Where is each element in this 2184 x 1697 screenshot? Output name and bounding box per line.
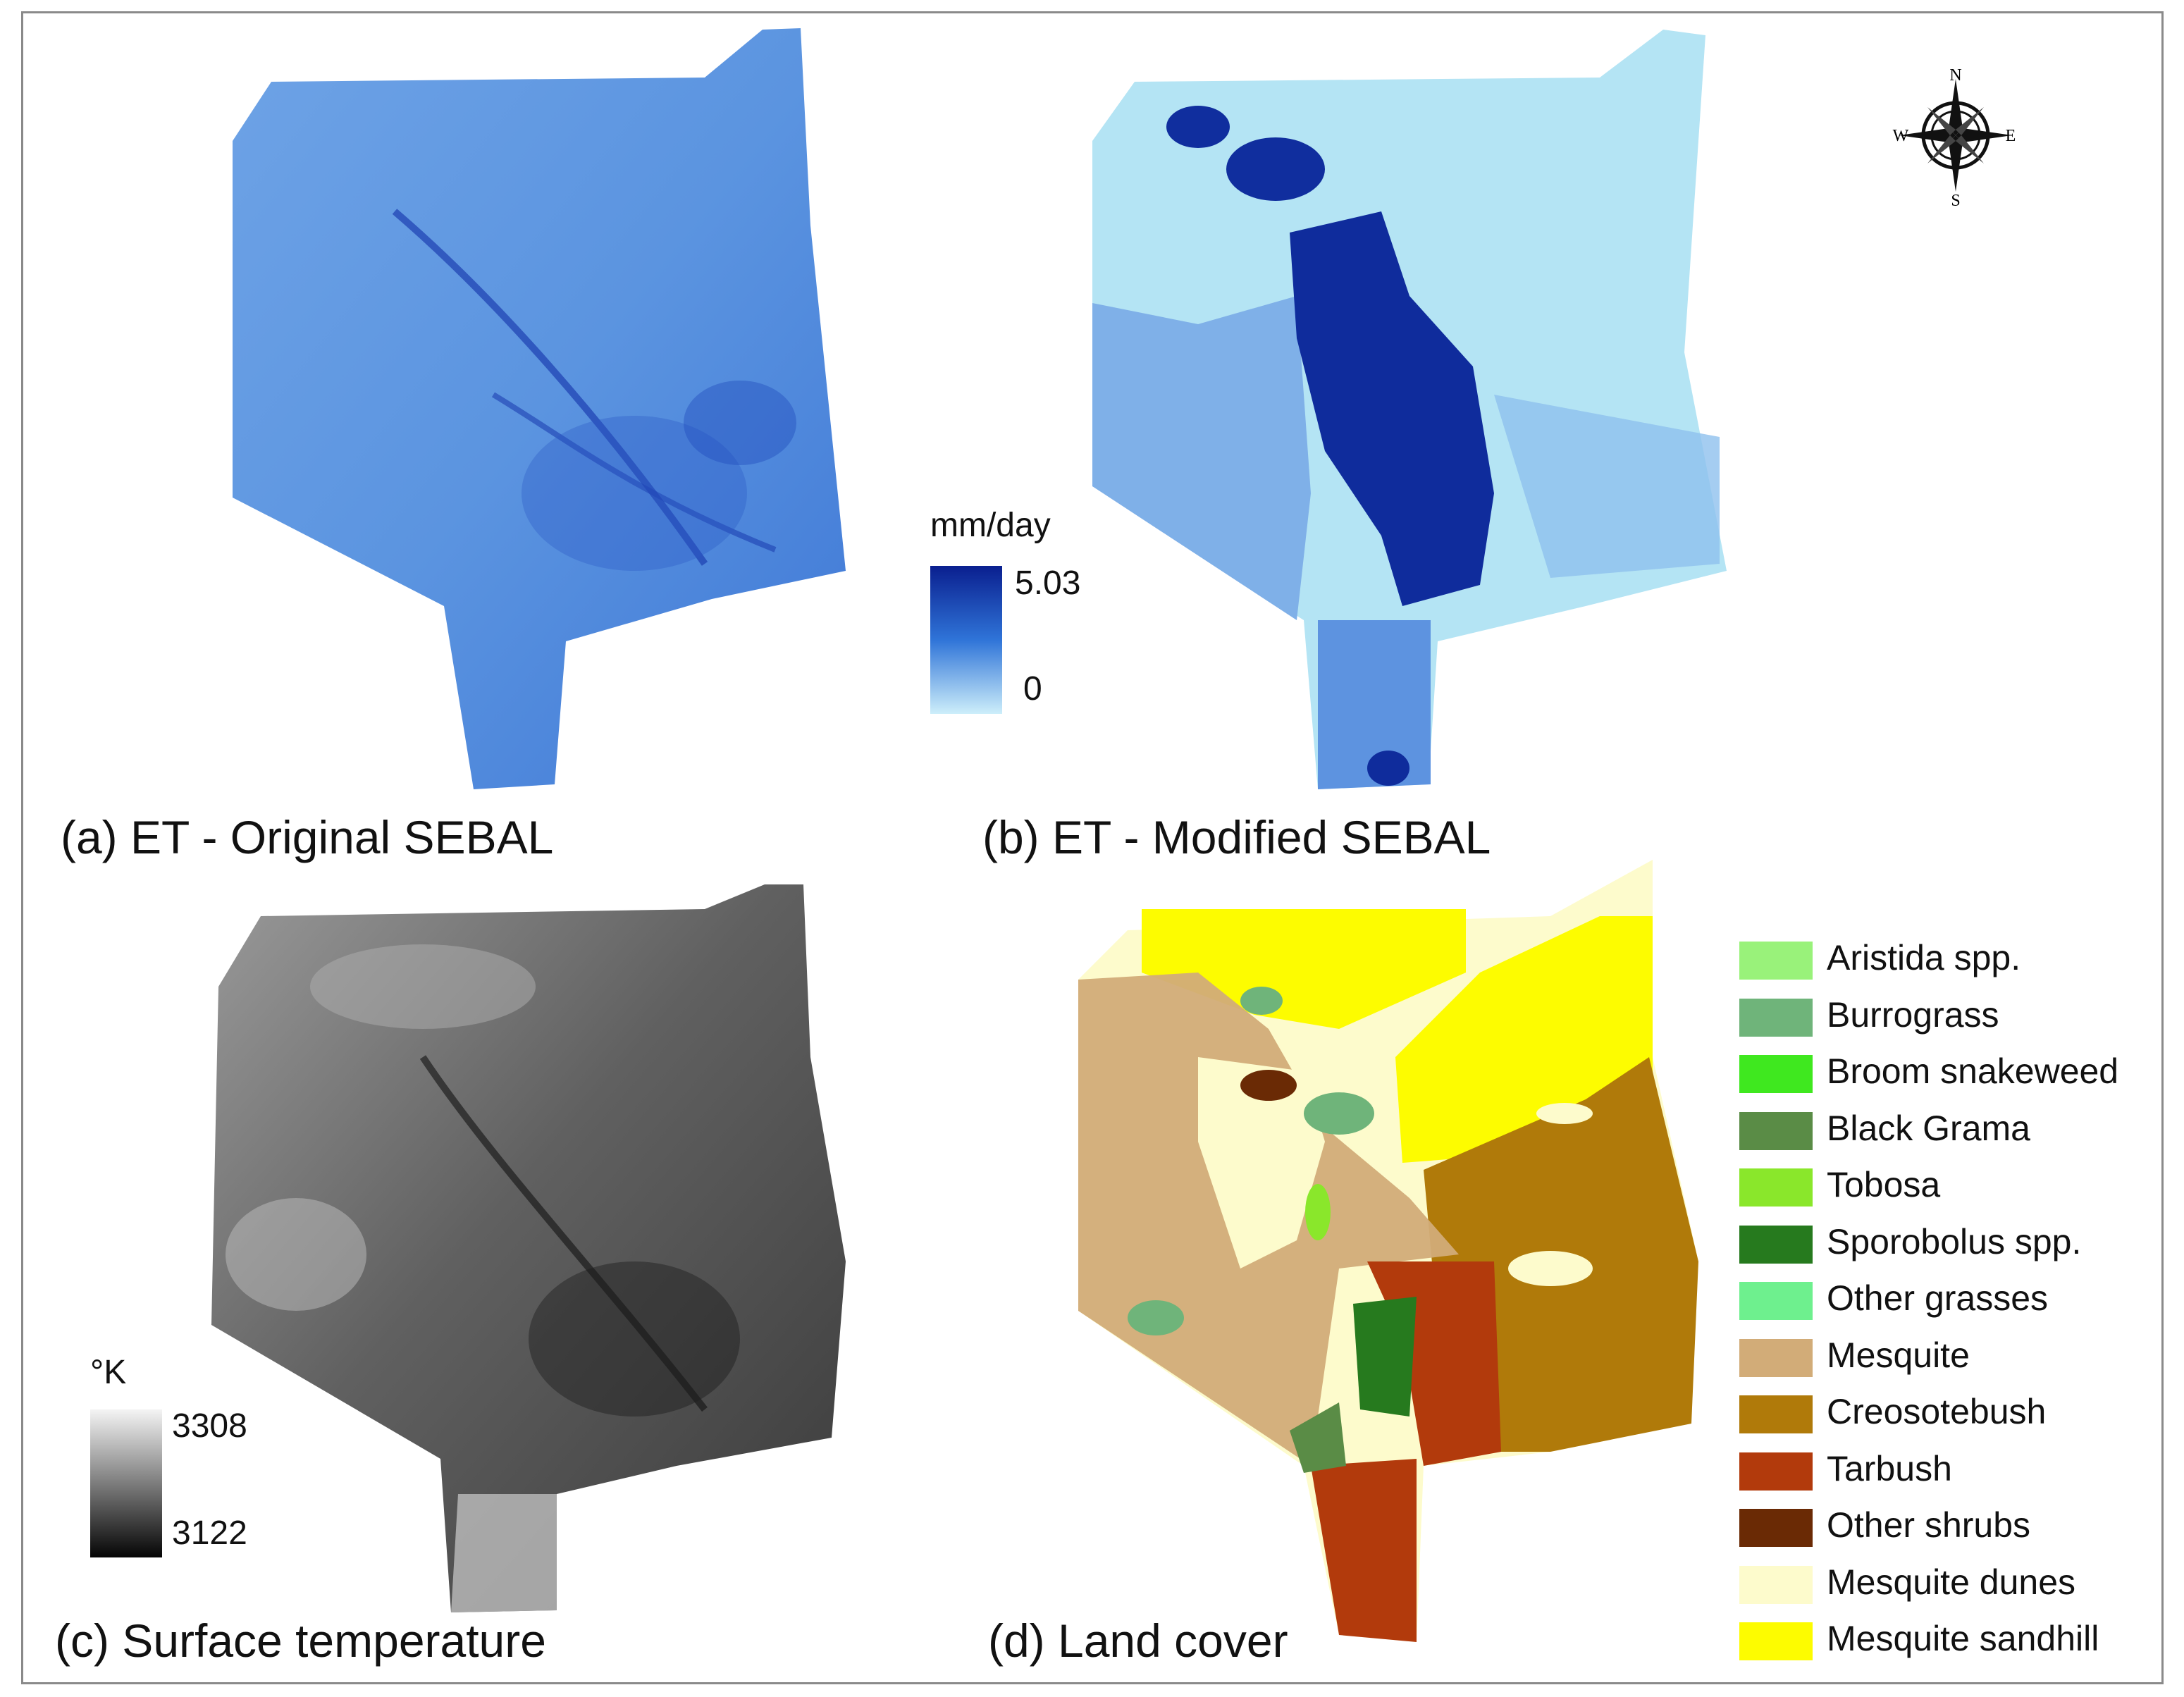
temperature-color-ramp: [90, 1409, 162, 1557]
legend-label: Other shrubs: [1827, 1505, 2031, 1545]
et-color-ramp: [930, 566, 1002, 714]
legend-label: Mesquite sandhill: [1827, 1619, 2099, 1658]
caption-panel-a: (a) ET - Original SEBAL: [61, 811, 554, 863]
et-legend-unit: mm/day: [930, 507, 1051, 544]
temperature-legend-unit: °K: [90, 1354, 127, 1391]
legend-item: Other grasses: [1739, 1278, 2162, 1320]
et-modified-map: [1092, 30, 1727, 789]
legend-swatch: [1739, 1282, 1813, 1320]
legend-label: Mesquite: [1827, 1335, 1970, 1375]
caption-panel-c: (c) Surface temperature: [55, 1615, 546, 1667]
temperature-legend-max: 3308: [172, 1407, 247, 1445]
legend-label: Creosotebush: [1827, 1392, 2047, 1431]
et-original-map: [233, 28, 846, 789]
et-legend-max: 5.03: [1015, 564, 1081, 602]
compass-w-label: W: [1893, 127, 1909, 145]
caption-panel-d: (d) Land cover: [988, 1615, 1288, 1667]
compass-rose-icon: N S E W: [1893, 66, 2016, 210]
legend-item: Tobosa: [1739, 1164, 2162, 1207]
legend-item: Aristida spp.: [1739, 937, 2162, 980]
legend-swatch: [1739, 1509, 1813, 1547]
legend-swatch: [1739, 1395, 1813, 1433]
legend-item: Sporobolus spp.: [1739, 1221, 2162, 1264]
legend-swatch: [1739, 1225, 1813, 1264]
legend-item: Tarbush: [1739, 1448, 2162, 1491]
legend-item: Broom snakeweed: [1739, 1051, 2162, 1093]
legend-swatch: [1739, 998, 1813, 1037]
legend-swatch: [1739, 1452, 1813, 1491]
legend-swatch: [1739, 1565, 1813, 1604]
surface-temperature-map: [211, 884, 846, 1612]
legend-label: Tobosa: [1827, 1165, 1941, 1204]
compass-e-label: E: [2006, 127, 2016, 145]
legend-swatch: [1739, 1111, 1813, 1150]
legend-swatch: [1739, 942, 1813, 980]
legend-swatch: [1739, 1168, 1813, 1207]
legend-item: Other shrubs: [1739, 1505, 2162, 1547]
legend-label: Black Grama: [1827, 1108, 2030, 1148]
legend-label: Aristida spp.: [1827, 938, 2021, 977]
legend-label: Other grasses: [1827, 1278, 2049, 1318]
legend-swatch: [1739, 1055, 1813, 1093]
legend-label: Mesquite dunes: [1827, 1562, 2076, 1602]
compass-n-label: N: [1949, 66, 1961, 85]
legend-swatch: [1739, 1622, 1813, 1660]
legend-item: Black Grama: [1739, 1108, 2162, 1150]
compass-s-label: S: [1951, 192, 1960, 210]
legend-label: Tarbush: [1827, 1448, 1952, 1488]
caption-panel-b: (b) ET - Modified SEBAL: [982, 811, 1491, 863]
legend-label: Sporobolus spp.: [1827, 1221, 2082, 1261]
et-legend-min: 0: [1023, 670, 1042, 708]
figure-frame: [21, 11, 2164, 1684]
legend-label: Burrograss: [1827, 994, 1999, 1035]
land-cover-map: [1078, 860, 1698, 1642]
legend-item: Mesquite: [1739, 1335, 2162, 1377]
legend-label: Broom snakeweed: [1827, 1051, 2119, 1091]
legend-swatch: [1739, 1338, 1813, 1377]
legend-item: Burrograss: [1739, 994, 2162, 1037]
temperature-legend-min: 3122: [172, 1514, 247, 1552]
legend-item: Mesquite dunes: [1739, 1562, 2162, 1604]
legend-item: Creosotebush: [1739, 1391, 2162, 1433]
legend-item: Mesquite sandhill: [1739, 1618, 2162, 1660]
